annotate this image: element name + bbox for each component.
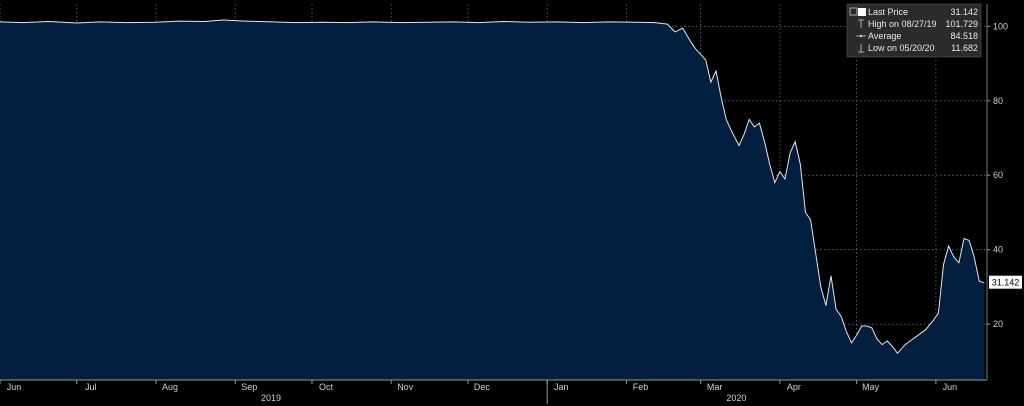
x-tick-label: Jun bbox=[943, 382, 958, 392]
x-tick-label: Aug bbox=[162, 382, 178, 392]
x-tick-label: Mar bbox=[707, 382, 723, 392]
y-tick-label: 40 bbox=[993, 245, 1003, 255]
year-label: 2019 bbox=[261, 393, 281, 403]
price-line bbox=[0, 19, 985, 354]
legend-value: 84.518 bbox=[950, 31, 978, 41]
x-tick-label: Nov bbox=[397, 382, 414, 392]
x-axis: Jun Jul Aug Sep Oct Nov Dec Jan Feb Mar Apr May Jun 2… bbox=[0, 380, 957, 404]
x-tick-label: Apr bbox=[787, 382, 801, 392]
x-tick-label: Jul bbox=[85, 382, 97, 392]
y-tick-label: 100 bbox=[993, 21, 1008, 31]
low-marker-icon bbox=[858, 44, 864, 53]
legend-value: 31.142 bbox=[950, 7, 978, 17]
legend-value: 101.729 bbox=[945, 19, 978, 29]
y-axis: 20 40 60 80 100 bbox=[986, 4, 1008, 380]
x-tick-label: Dec bbox=[474, 382, 491, 392]
y-tick-label: 20 bbox=[993, 319, 1003, 329]
square-fill bbox=[858, 8, 866, 16]
legend-label: Low on 05/20/20 bbox=[868, 43, 935, 53]
legend-box bbox=[846, 3, 982, 58]
legend: Last Price 31.142 High on 08/27/19 101.729 A… bbox=[846, 3, 982, 58]
y-tick-label: 60 bbox=[993, 170, 1003, 180]
x-tick-label: Jan bbox=[554, 382, 569, 392]
year-label: 2020 bbox=[726, 393, 746, 403]
legend-label: High on 08/27/19 bbox=[868, 19, 937, 29]
x-tick-label: Feb bbox=[633, 382, 649, 392]
x-tick-label: Jun bbox=[7, 382, 22, 392]
legend-label: Last Price bbox=[868, 7, 908, 17]
legend-label: Average bbox=[868, 31, 901, 41]
price-area bbox=[0, 20, 985, 380]
legend-value: 11.682 bbox=[951, 43, 978, 53]
y-tick-label: 80 bbox=[993, 96, 1003, 106]
x-tick-label: Sep bbox=[241, 382, 257, 392]
x-tick-label: May bbox=[862, 382, 880, 392]
x-tick-label: Oct bbox=[319, 382, 334, 392]
last-price-box bbox=[989, 275, 1022, 289]
last-price-value: 31.142 bbox=[992, 278, 1020, 288]
average-marker-icon bbox=[856, 34, 866, 38]
average-marker-dot bbox=[859, 34, 863, 38]
high-marker-icon bbox=[858, 19, 864, 28]
square-outline bbox=[849, 7, 858, 16]
last-price-label: 31.142 bbox=[989, 275, 1022, 289]
square-swatch-icon bbox=[849, 7, 866, 16]
